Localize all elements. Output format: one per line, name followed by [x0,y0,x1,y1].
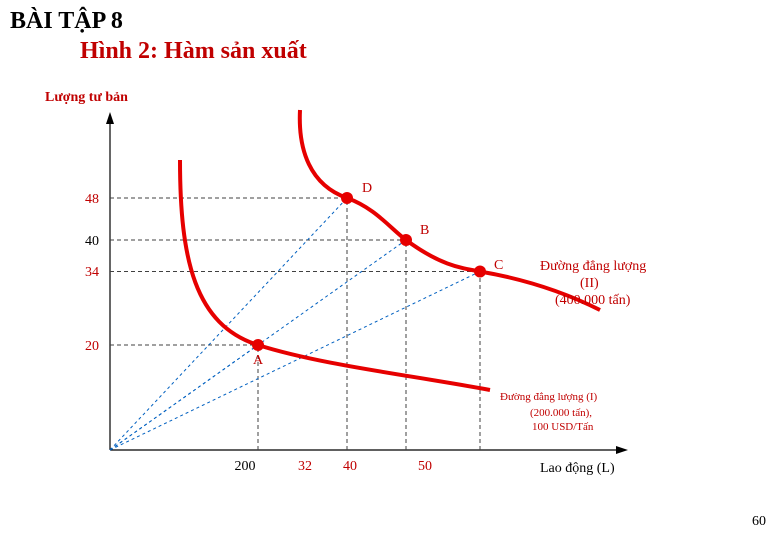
svg-text:Đường đẳng lượng: Đường đẳng lượng [540,259,646,274]
isoquant-2 [300,110,600,310]
point-c [474,266,486,278]
point-d-label: D [362,181,372,196]
exercise-title: BÀI TẬP 8 [10,8,123,35]
points: A D B C [252,181,503,368]
chart-area: 48 40 34 20 200 32 40 50 A D B [40,80,720,505]
isoquant2-label: Đường đẳng lượng (II) (400.000 tấn) [540,259,646,308]
ytick-48: 48 [85,192,99,207]
point-b-label: B [420,223,429,238]
point-d [341,192,353,204]
figure-title: Hình 2: Hàm sản xuất [80,38,307,65]
x-axis-title: Lao động (L) [540,461,615,476]
point-a-label: A [253,353,264,368]
xtick-50: 50 [418,459,432,474]
page-number: 60 [752,514,766,530]
ytick-20: 20 [85,339,99,354]
svg-text:(400.000 tấn): (400.000 tấn) [555,293,631,308]
xtick-32: 32 [298,459,312,474]
isoquant1-label: Đường đẳng lượng (I) (200.000 tấn), 100 … [500,391,598,433]
svg-text:Đường đẳng lượng (I): Đường đẳng lượng (I) [500,391,598,403]
point-b [400,234,412,246]
xtick-200: 200 [235,459,256,474]
x-ticks: 200 32 40 50 [235,198,481,474]
ytick-34: 34 [85,265,99,280]
svg-text:100 USD/Tấn: 100 USD/Tấn [532,421,594,433]
point-a [252,339,264,351]
svg-text:(200.000 tấn),: (200.000 tấn), [530,407,592,419]
svg-text:(II): (II) [580,276,599,291]
y-ticks: 48 40 34 20 [85,192,480,354]
ytick-40: 40 [85,234,99,249]
point-c-label: C [494,258,503,273]
xtick-40: 40 [343,459,357,474]
